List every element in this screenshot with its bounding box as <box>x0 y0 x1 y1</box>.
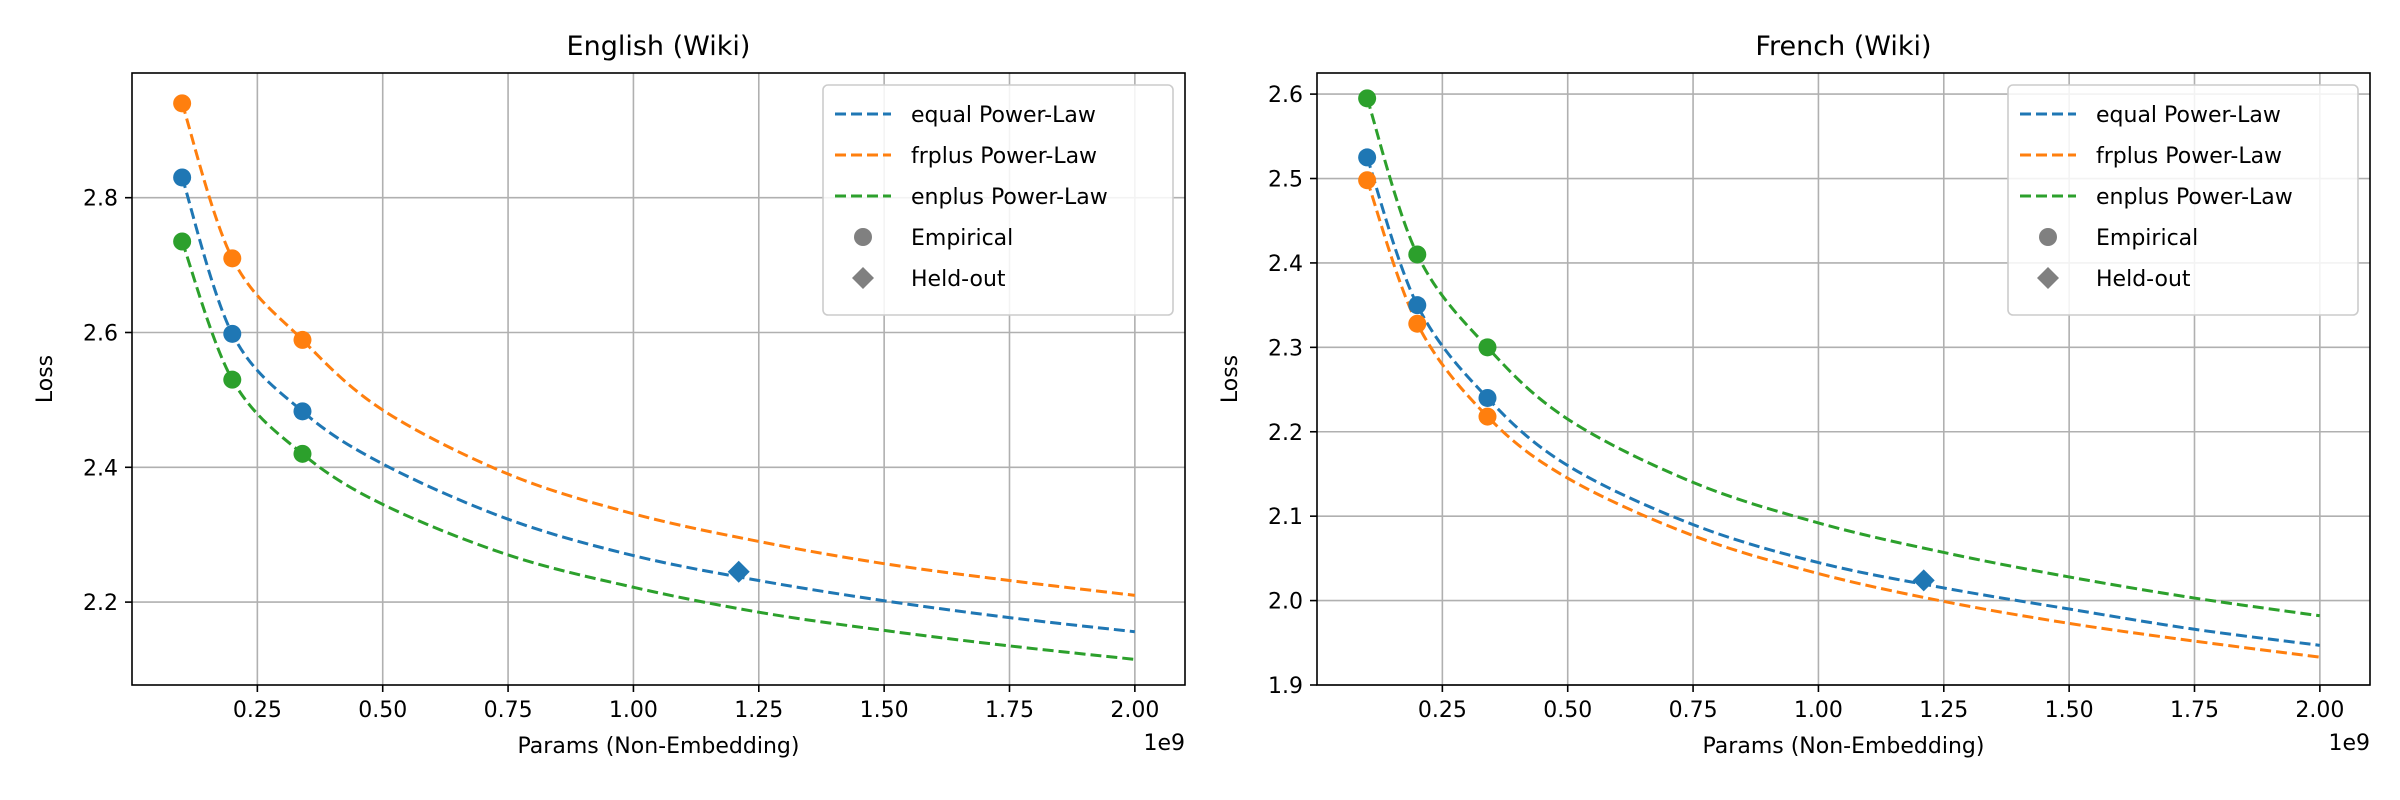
x-tick-label: 1.50 <box>2045 698 2094 723</box>
power-law-curve-enplus <box>180 240 1136 661</box>
legend: equal Power-Law frplus Power-Law enplus Po… <box>822 84 1174 316</box>
chart-title: English (Wiki) <box>567 31 751 62</box>
legend-label: enplus Power-Law <box>911 185 1108 210</box>
power-law-curve-equal <box>180 177 1136 634</box>
axes-frame <box>131 72 1186 686</box>
legend-label: Empirical <box>2096 226 2198 251</box>
legend-label: equal Power-Law <box>911 103 1096 128</box>
x-tick-label: 0.25 <box>1418 698 1467 723</box>
y-axis-label: Loss <box>1218 355 1243 403</box>
markers <box>1358 89 1935 592</box>
empirical-point-equal <box>1408 296 1427 315</box>
markers <box>173 94 750 583</box>
empirical-point-frplus <box>173 94 192 113</box>
curves <box>1365 97 2321 659</box>
x-tick-label: 1.25 <box>1919 698 1968 723</box>
power-law-curve-frplus <box>1365 179 2321 659</box>
x-tick-label: 1.25 <box>734 698 783 723</box>
heldout-point-equal <box>1912 569 1935 592</box>
legend-box <box>2007 84 2359 316</box>
chart-panel-2: 0.25 0.50 0.75 1.00 1.25 1.50 1.75 2.00 1.9 2.0 2.… <box>1218 31 2371 759</box>
y-tick-label: 2.2 <box>1268 421 1303 446</box>
legend-label: enplus Power-Law <box>2096 185 2293 210</box>
x-tick-label: 0.50 <box>1543 698 1592 723</box>
x-axis-label: Params (Non-Embedding) <box>1703 734 1985 759</box>
empirical-point-equal <box>223 324 242 343</box>
y-tick-label: 1.9 <box>1268 674 1303 699</box>
empirical-point-enplus <box>223 370 242 389</box>
power-law-curve-enplus <box>1365 97 2321 618</box>
x-tick-label: 1.75 <box>2170 698 2219 723</box>
empirical-point-frplus <box>1358 171 1377 190</box>
ticks: 0.25 0.50 0.75 1.00 1.25 1.50 1.75 2.00 1.9 2.0 2.… <box>1268 83 2344 723</box>
y-tick-label: 2.0 <box>1268 590 1303 615</box>
legend-box <box>822 84 1174 316</box>
y-tick-label: 2.6 <box>83 321 118 346</box>
empirical-point-enplus <box>173 232 192 251</box>
x-tick-label: 1.00 <box>1794 698 1843 723</box>
empirical-point-equal <box>173 168 192 187</box>
x-tick-label: 0.75 <box>484 698 533 723</box>
legend-label: Empirical <box>911 226 1013 251</box>
y-tick-label: 2.6 <box>1268 83 1303 108</box>
legend-swatch-diamond <box>852 267 874 289</box>
empirical-point-equal <box>1478 388 1497 407</box>
x-tick-label: 2.00 <box>1110 698 1159 723</box>
empirical-point-frplus <box>1478 407 1497 426</box>
heldout-point-equal <box>727 560 750 583</box>
curves <box>180 102 1136 661</box>
legend-label: frplus Power-Law <box>911 144 1097 169</box>
empirical-point-equal <box>293 402 312 421</box>
empirical-point-enplus <box>1358 89 1377 108</box>
empirical-point-frplus <box>293 330 312 349</box>
y-axis-label: Loss <box>33 355 58 403</box>
y-tick-label: 2.3 <box>1268 336 1303 361</box>
x-offset-label: 1e9 <box>2328 731 2370 756</box>
power-law-curve-frplus <box>180 102 1136 597</box>
y-tick-label: 2.5 <box>1268 168 1303 193</box>
empirical-point-equal <box>1358 148 1377 167</box>
legend: equal Power-Law frplus Power-Law enplus Po… <box>2007 84 2359 316</box>
ticks: 0.25 0.50 0.75 1.00 1.25 1.50 1.75 2.00 2.2 2.4 2.… <box>83 187 1159 723</box>
legend-swatch-circle <box>854 228 872 246</box>
empirical-point-frplus <box>1408 314 1427 333</box>
x-tick-label: 1.50 <box>860 698 909 723</box>
x-offset-label: 1e9 <box>1143 731 1185 756</box>
chart-title: French (Wiki) <box>1755 31 1931 62</box>
x-tick-label: 0.25 <box>233 698 282 723</box>
legend-label: equal Power-Law <box>2096 103 2281 128</box>
empirical-point-frplus <box>223 249 242 268</box>
chart-panel-1: 0.25 0.50 0.75 1.00 1.25 1.50 1.75 2.00 2.2 2.4 2.… <box>33 31 1186 759</box>
x-tick-label: 0.50 <box>358 698 407 723</box>
empirical-point-enplus <box>1478 338 1497 357</box>
y-tick-label: 2.1 <box>1268 505 1303 530</box>
empirical-point-enplus <box>293 444 312 463</box>
legend-label: frplus Power-Law <box>2096 144 2282 169</box>
empirical-point-enplus <box>1408 245 1427 264</box>
x-tick-label: 2.00 <box>2295 698 2344 723</box>
y-tick-label: 2.8 <box>83 187 118 212</box>
y-tick-label: 2.4 <box>1268 252 1303 277</box>
legend-swatch-diamond <box>2037 267 2059 289</box>
legend-label: Held-out <box>911 267 1006 292</box>
y-tick-label: 2.4 <box>83 456 118 481</box>
x-tick-label: 1.00 <box>609 698 658 723</box>
axes-frame <box>1316 72 2371 686</box>
power-law-curve-equal <box>1365 156 2321 647</box>
x-axis-label: Params (Non-Embedding) <box>518 734 800 759</box>
legend-swatch-circle <box>2039 228 2057 246</box>
legend-label: Held-out <box>2096 267 2191 292</box>
y-tick-label: 2.2 <box>83 591 118 616</box>
x-tick-label: 0.75 <box>1669 698 1718 723</box>
x-tick-label: 1.75 <box>985 698 1034 723</box>
